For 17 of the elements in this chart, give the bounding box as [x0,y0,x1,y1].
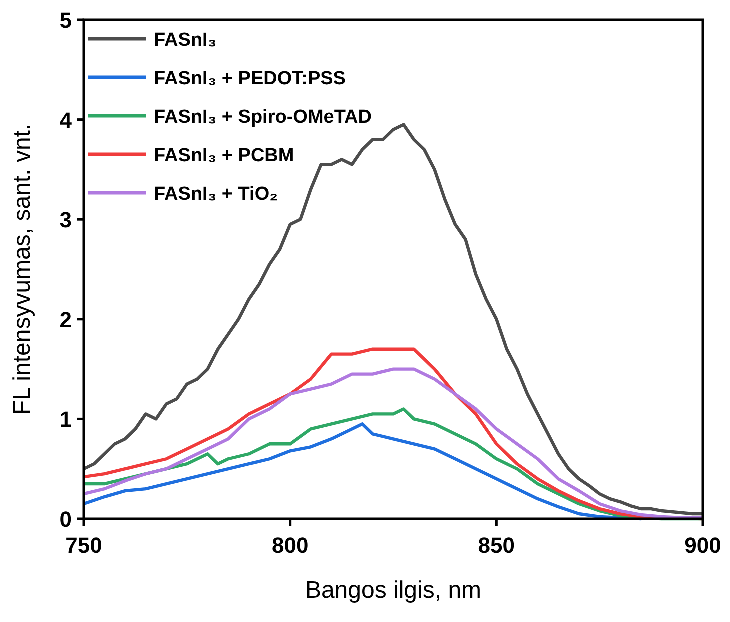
y-tick-label: 1 [60,407,72,432]
legend-label: FASnI₃ + Spiro-OMeTAD [154,107,372,128]
y-tick-label: 3 [60,208,72,233]
x-tick-label: 750 [66,533,102,558]
x-tick-label: 900 [684,533,722,558]
y-tick-label: 5 [60,8,72,33]
y-tick-label: 0 [60,507,72,532]
legend-label: FASnI₃ + TiO₂ [154,184,278,205]
x-tick-label: 850 [478,533,516,558]
legend-label: FASnI₃ + PCBM [154,146,294,166]
y-tick-label: 2 [60,307,72,332]
x-tick-label: 800 [272,533,309,558]
legend-label: FASnI₃ [154,30,217,51]
x-axis-title: Bangos ilgis, nm [305,577,482,604]
y-tick-label: 4 [60,108,73,133]
y-axis-title: FL intensyvumas, sant. vnt. [9,124,36,416]
legend-label: FASnI₃ + PEDOT:PSS [154,68,346,90]
